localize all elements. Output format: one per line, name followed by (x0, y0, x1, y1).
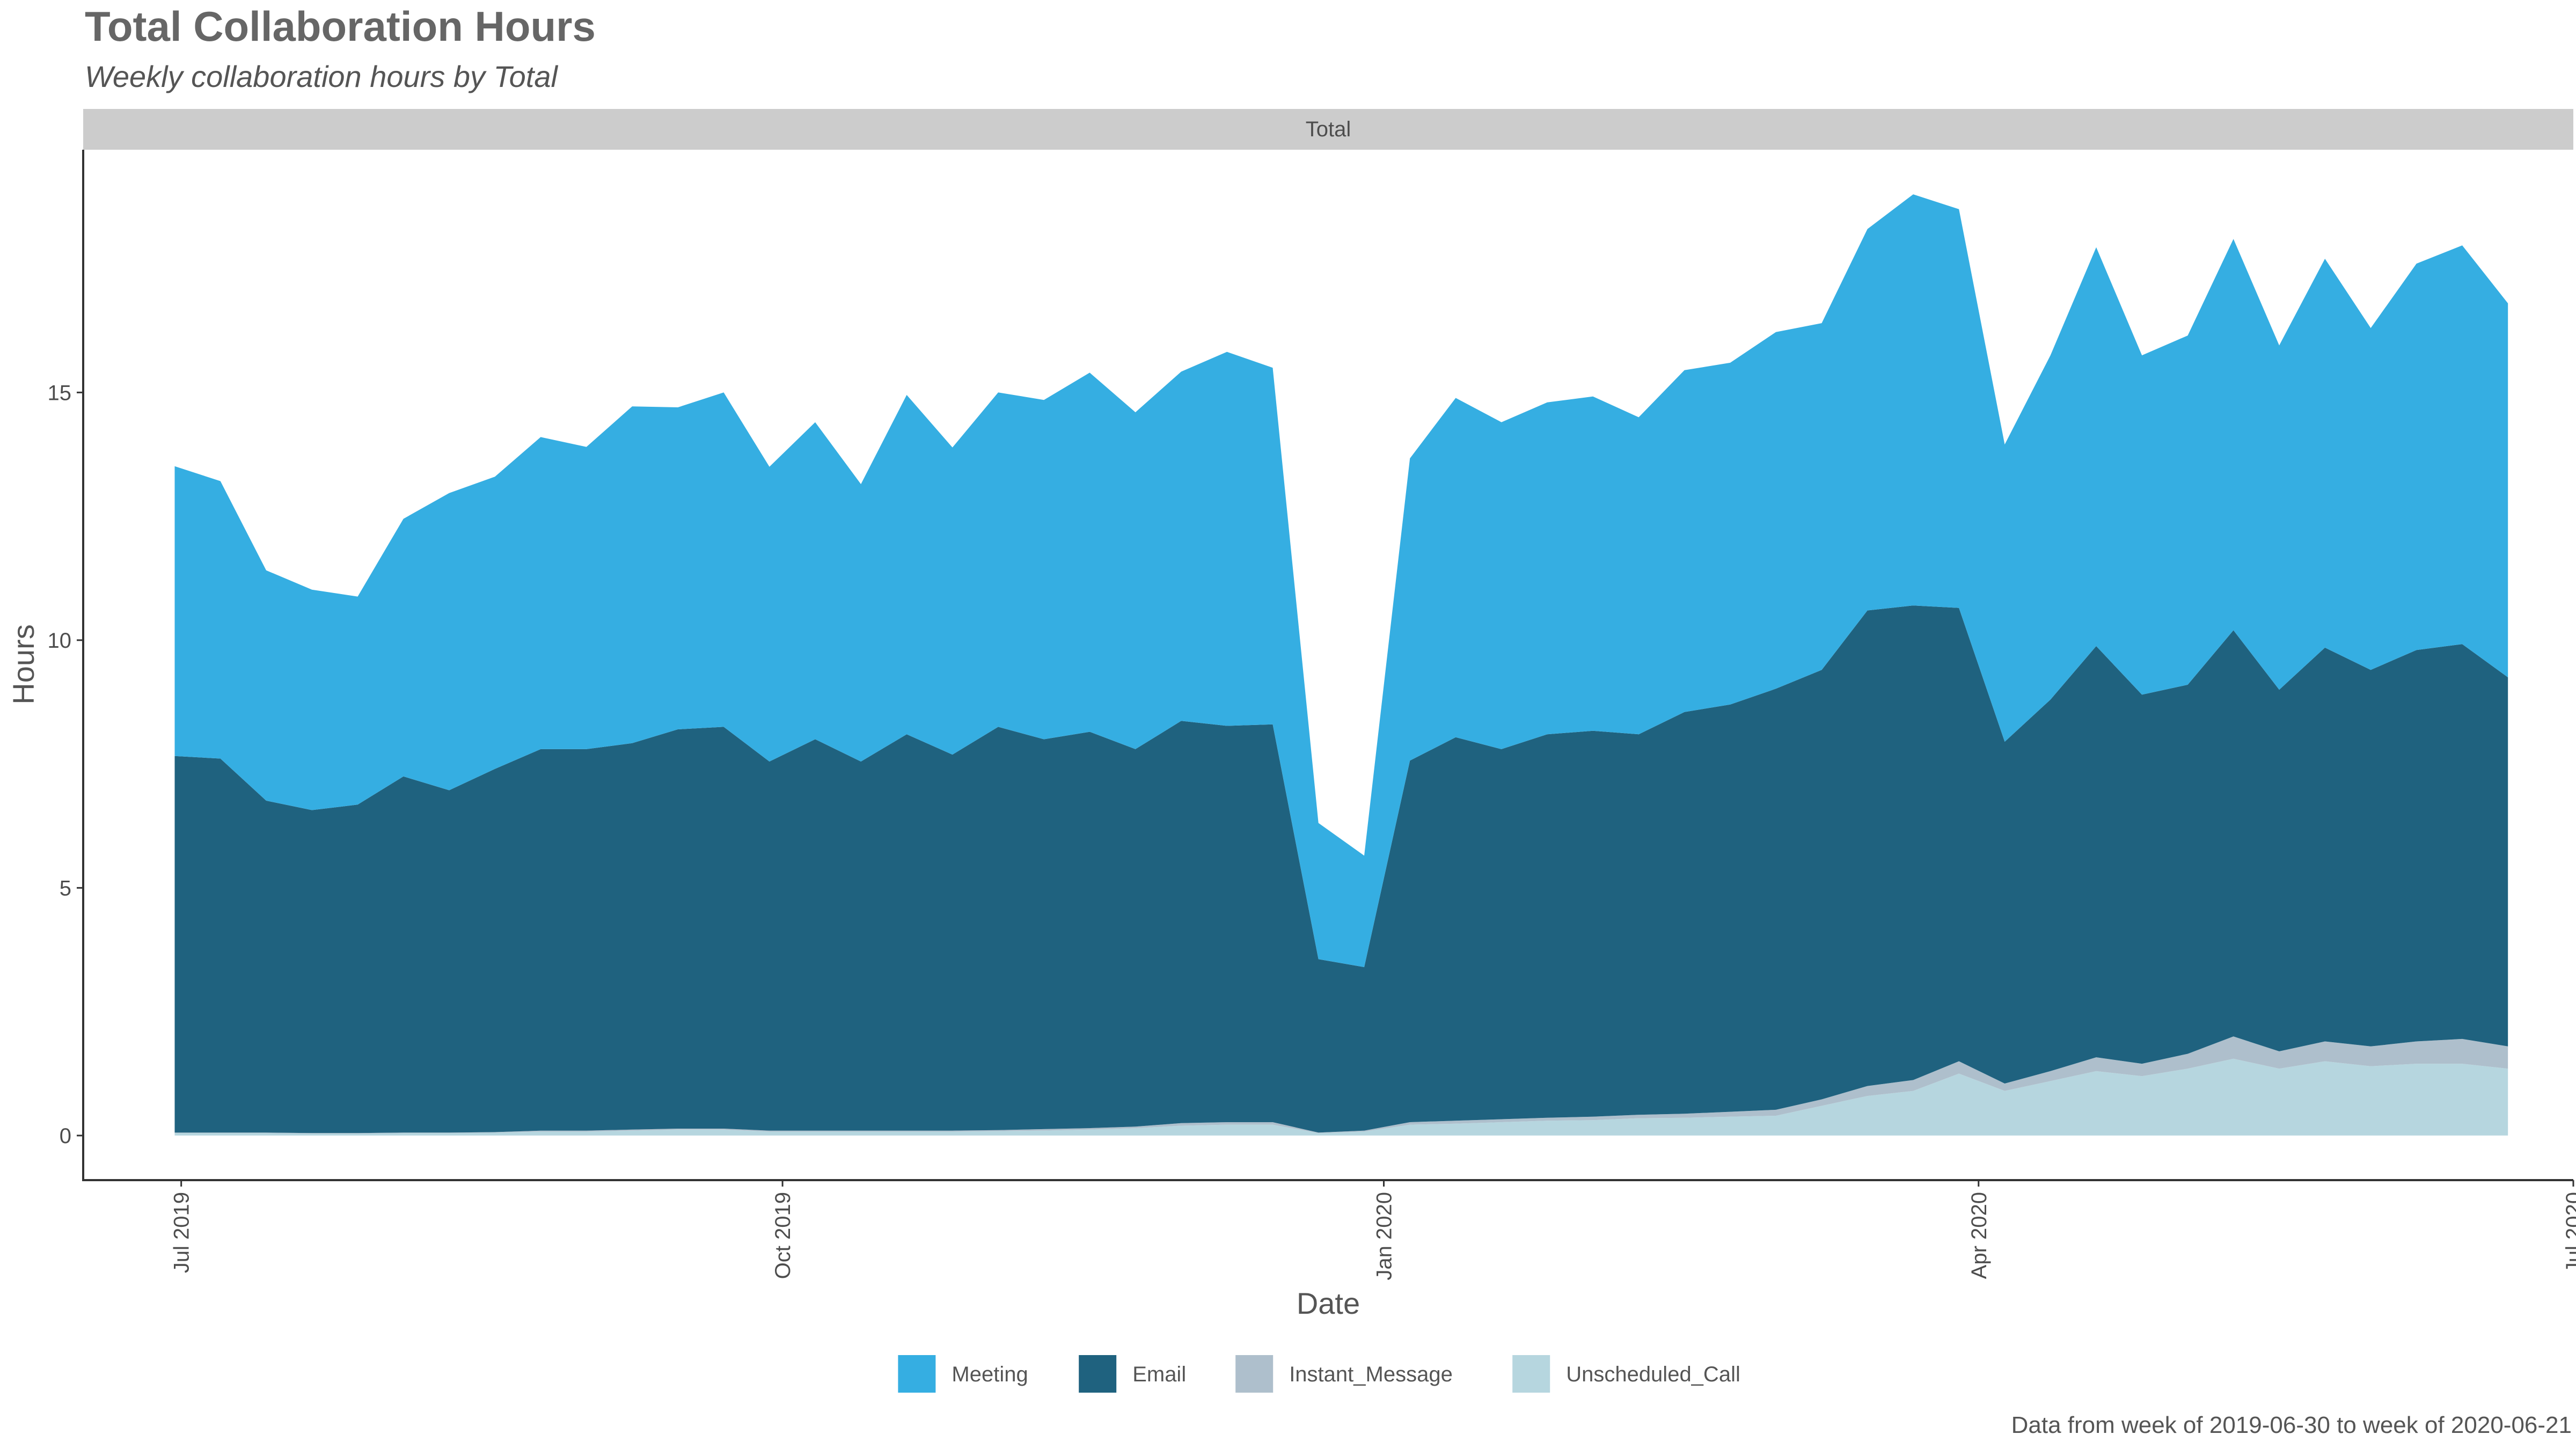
x-tick-label: Jul 2020 (2562, 1192, 2576, 1273)
y-axis-title: Hours (6, 624, 40, 704)
legend-swatch-unscheduled-call (1512, 1355, 1550, 1393)
x-tick-label: Apr 2020 (1967, 1192, 1991, 1279)
x-tick-label: Jul 2019 (170, 1192, 194, 1273)
y-tick-label: 10 (48, 629, 72, 653)
legend-label-meeting: Meeting (952, 1363, 1028, 1386)
legend-swatch-meeting (898, 1355, 935, 1393)
legend-label-instant-message: Instant_Message (1289, 1363, 1453, 1386)
y-axis-ticks: 0 5 10 15 (48, 381, 84, 1148)
legend: Meeting Email Instant_Message Unscheduled_C… (898, 1355, 1740, 1393)
legend-label-unscheduled-call: Unscheduled_Call (1566, 1363, 1740, 1386)
y-tick-label: 15 (48, 381, 72, 405)
chart-subtitle: Weekly collaboration hours by Total (85, 60, 558, 93)
x-axis-ticks: Jul 2019 Oct 2019 Jan 2020 Apr 2020 Jul 2020 (170, 1180, 2576, 1280)
area-layers (175, 194, 2508, 1136)
x-tick-label: Jan 2020 (1373, 1192, 1396, 1280)
x-axis-title: Date (1297, 1286, 1360, 1320)
legend-label-email: Email (1132, 1363, 1186, 1386)
y-tick-label: 5 (60, 876, 71, 900)
legend-swatch-instant-message (1235, 1355, 1273, 1393)
y-tick-label: 0 (60, 1124, 71, 1148)
chart-title: Total Collaboration Hours (85, 3, 596, 50)
legend-swatch-email (1079, 1355, 1116, 1393)
facet-strip-label: Total (1306, 118, 1351, 141)
chart-caption: Data from week of 2019-06-30 to week of … (2011, 1412, 2572, 1438)
x-tick-label: Oct 2019 (771, 1192, 795, 1279)
